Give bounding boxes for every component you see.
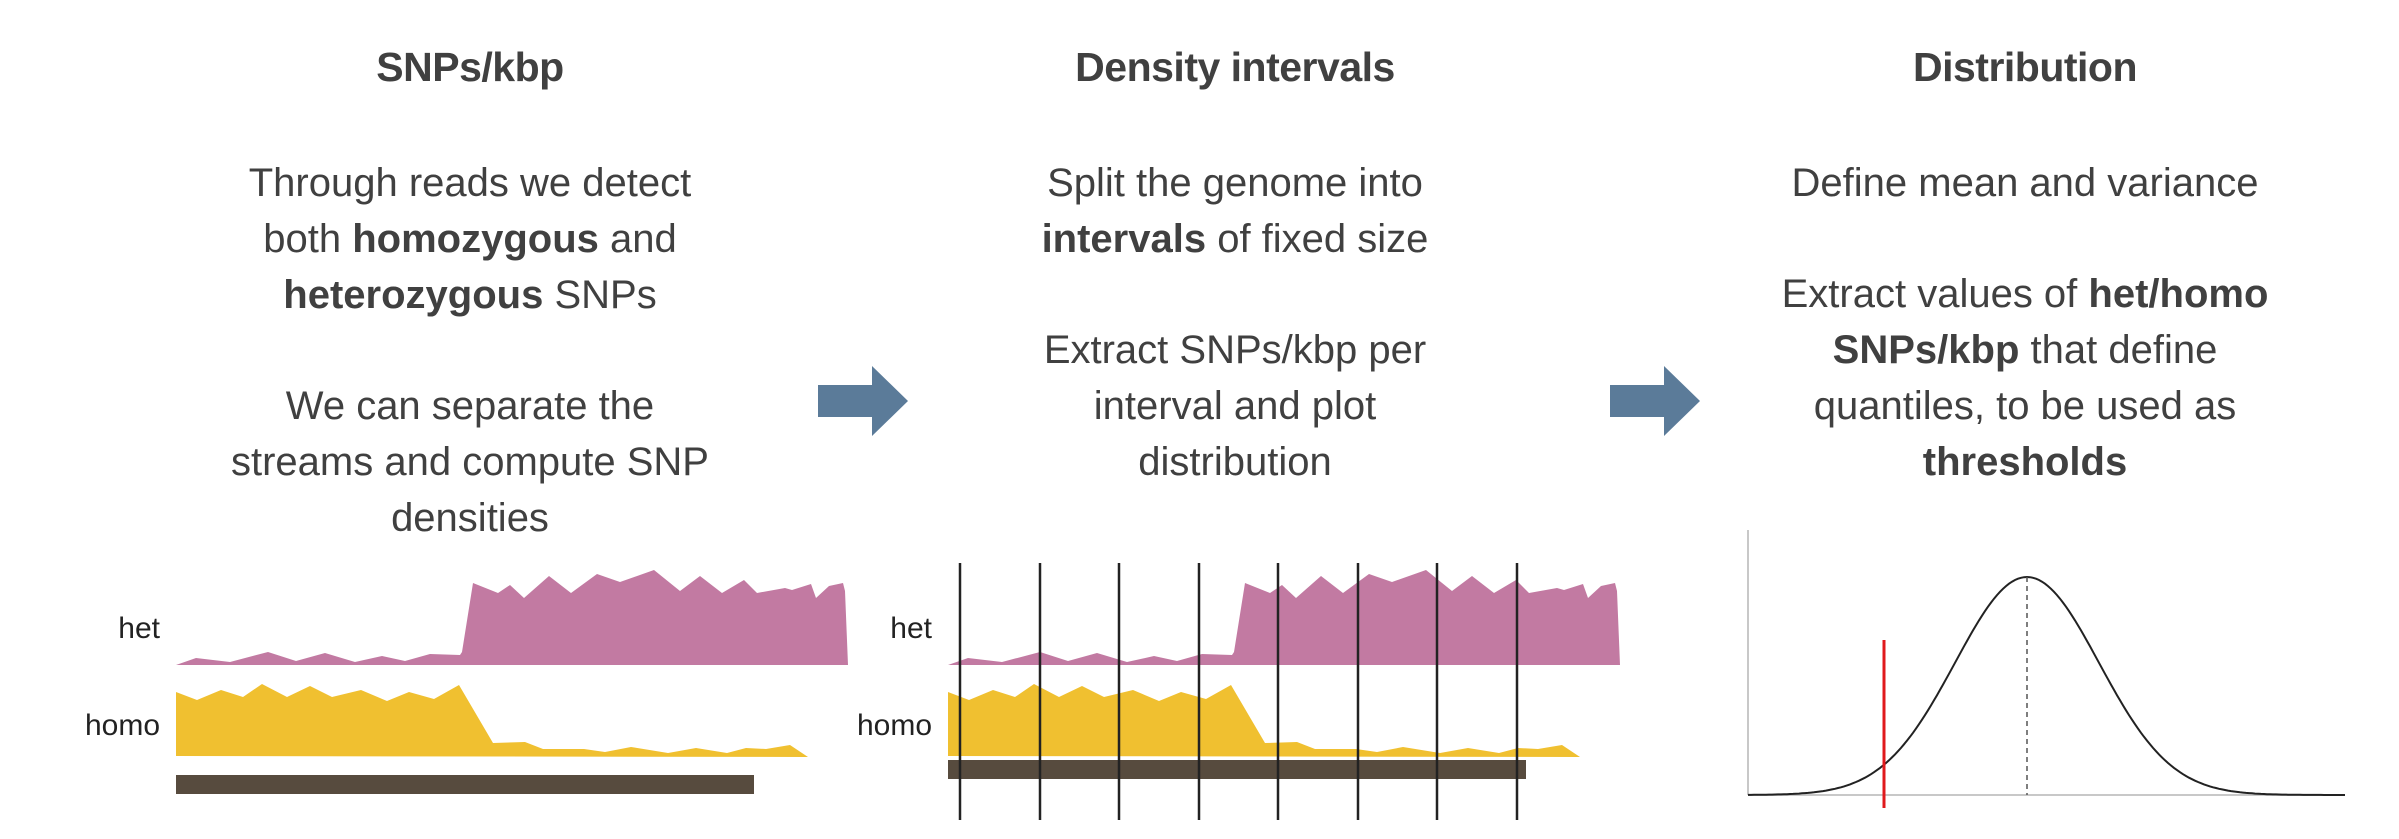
snp-density-graphic: het homo [85, 570, 848, 794]
text-line: SNPs/kbp that define [1832, 328, 2218, 372]
panel-title: SNPs/kbp [376, 44, 564, 90]
bell-curve [1748, 575, 2345, 796]
text-line: Extract SNPs/kbp per [1043, 328, 1427, 372]
text-line: Split the genome into [1047, 161, 1423, 205]
text-line: Extract values of het/homo [1781, 272, 2269, 316]
homo-density-area [176, 684, 808, 757]
panel-density-intervals: Density intervals Split the genome into … [770, 0, 1700, 839]
text-line: heterozygous SNPs [283, 273, 657, 317]
right-arrow-icon [1610, 366, 1700, 436]
panel-description-2: We can separate the streams and compute … [0, 378, 940, 546]
homo-label: homo [85, 709, 160, 742]
text-line: We can separate the [285, 384, 655, 428]
interval-dividers [958, 563, 1519, 820]
panel-title: Distribution [1912, 44, 2138, 90]
text-line: interval and plot [1093, 384, 1377, 428]
het-density-area [948, 570, 1620, 665]
text-line: Define mean and variance [1791, 161, 2259, 205]
het-label: het [890, 612, 932, 645]
homo-density-area [948, 684, 1580, 757]
homo-label: homo [857, 709, 932, 742]
panel-description-2: Extract values of het/homo SNPs/kbp that… [1560, 266, 2399, 490]
panel-description: Define mean and variance [1560, 155, 2399, 211]
text-line: Through reads we detect [248, 161, 692, 205]
het-label: het [118, 612, 160, 645]
text-line: intervals of fixed size [1041, 217, 1429, 261]
text-line: quantiles, to be used as [1813, 384, 2237, 428]
right-arrow-icon [818, 366, 908, 436]
text-line: streams and compute SNP [231, 440, 709, 484]
panel-snps-kbp: SNPs/kbp Through reads we detect both ho… [0, 0, 940, 839]
text-line: thresholds [1922, 440, 2128, 484]
interval-density-graphic: het homo [857, 563, 1620, 820]
panel-distribution: Distribution Define mean and variance Ex… [1560, 0, 2399, 839]
panel-description-2: Extract SNPs/kbp per interval and plot d… [770, 322, 1700, 490]
het-density-area [176, 570, 848, 665]
normal-distribution-plot [1747, 530, 2345, 808]
text-line: both homozygous and [263, 217, 677, 261]
panel-description: Split the genome into intervals of fixed… [770, 155, 1700, 267]
panel-description: Through reads we detect both homozygous … [0, 155, 940, 323]
genome-bar [948, 760, 1526, 779]
text-line: distribution [1138, 440, 1332, 484]
panel-title: Density intervals [1075, 44, 1395, 90]
text-line: densities [391, 496, 549, 540]
genome-bar [176, 775, 754, 794]
